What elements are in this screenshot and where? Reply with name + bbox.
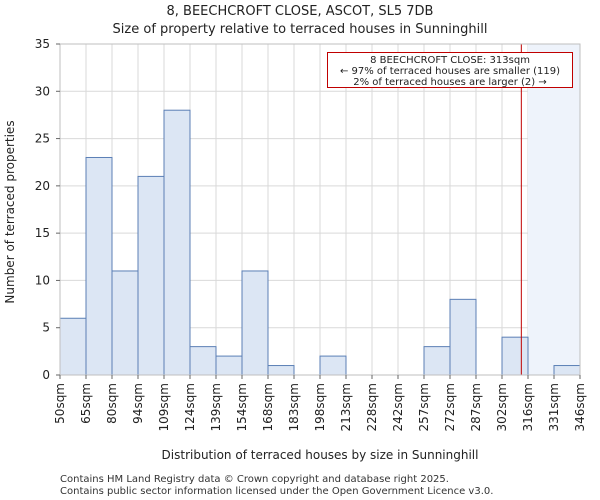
y-tick-label: 25	[35, 132, 50, 146]
x-tick-label: 287sqm	[469, 383, 483, 431]
bar	[137, 175, 165, 376]
bars-layer	[59, 109, 581, 376]
x-tick-label: 228sqm	[365, 383, 379, 431]
x-tick-label: 302sqm	[495, 383, 509, 431]
x-tick-label: 242sqm	[391, 383, 405, 431]
x-tick-label: 109sqm	[157, 383, 171, 431]
x-tick-label: 154sqm	[235, 383, 249, 431]
x-tick-label: 316sqm	[521, 383, 535, 431]
chart-title-line1: 8, BEECHCROFT CLOSE, ASCOT, SL5 7DB	[166, 4, 434, 19]
chart-title-line2: Size of property relative to terraced ho…	[112, 22, 488, 37]
bar	[449, 298, 477, 376]
bar	[215, 355, 243, 376]
bar	[59, 317, 87, 376]
footer-line2: Contains public sector information licen…	[60, 486, 494, 497]
x-tick-labels: 50sqm 65sqm 80sqm 94sqm 109sqm 124sqm 139sqm 15…	[53, 375, 587, 431]
x-tick-label: 139sqm	[209, 383, 223, 431]
x-tick-label: 183sqm	[287, 383, 301, 431]
x-tick-label: 213sqm	[339, 383, 353, 431]
y-tick-label: 15	[35, 226, 50, 240]
x-axis-label: Distribution of terraced houses by size …	[161, 448, 479, 462]
x-tick-label: 198sqm	[313, 383, 327, 431]
x-tick-label: 50sqm	[53, 383, 67, 424]
x-tick-label: 346sqm	[573, 383, 587, 431]
y-tick-labels: 0 5 10 15 20 25 30 35	[35, 37, 60, 382]
bar	[319, 355, 347, 376]
bar	[501, 336, 529, 376]
x-tick-label: 80sqm	[105, 383, 119, 424]
bar	[423, 346, 451, 376]
annotation-line2: ← 97% of terraced houses are smaller (11…	[339, 66, 561, 77]
bar	[189, 346, 217, 376]
bar	[553, 365, 581, 376]
annotation-line1: 8 BEECHCROFT CLOSE: 313sqm	[370, 55, 530, 66]
annotation-line3: 2% of terraced houses are larger (2) →	[353, 77, 547, 88]
annotation-box: 8 BEECHCROFT CLOSE: 313sqm ← 97% of terr…	[327, 52, 573, 88]
bar	[111, 270, 139, 376]
y-tick-label: 0	[42, 368, 50, 382]
y-tick-label: 10	[35, 273, 50, 287]
bar	[241, 270, 269, 376]
x-tick-label: 94sqm	[131, 383, 145, 424]
highlight-region	[528, 44, 580, 375]
y-tick-label: 20	[35, 179, 50, 193]
x-tick-label: 65sqm	[79, 383, 93, 424]
x-tick-label: 272sqm	[443, 383, 457, 431]
x-tick-label: 331sqm	[547, 383, 561, 431]
y-tick-label: 35	[35, 37, 50, 51]
x-tick-label: 257sqm	[417, 383, 431, 431]
x-tick-label: 124sqm	[183, 383, 197, 431]
bar	[267, 365, 295, 376]
y-tick-label: 5	[42, 321, 50, 335]
x-tick-label: 168sqm	[261, 383, 275, 431]
y-axis-label: Number of terraced properties	[3, 120, 17, 304]
y-tick-label: 30	[35, 84, 50, 98]
bar	[85, 156, 113, 376]
footer-line1: Contains HM Land Registry data © Crown c…	[60, 474, 449, 485]
bar	[163, 109, 191, 376]
